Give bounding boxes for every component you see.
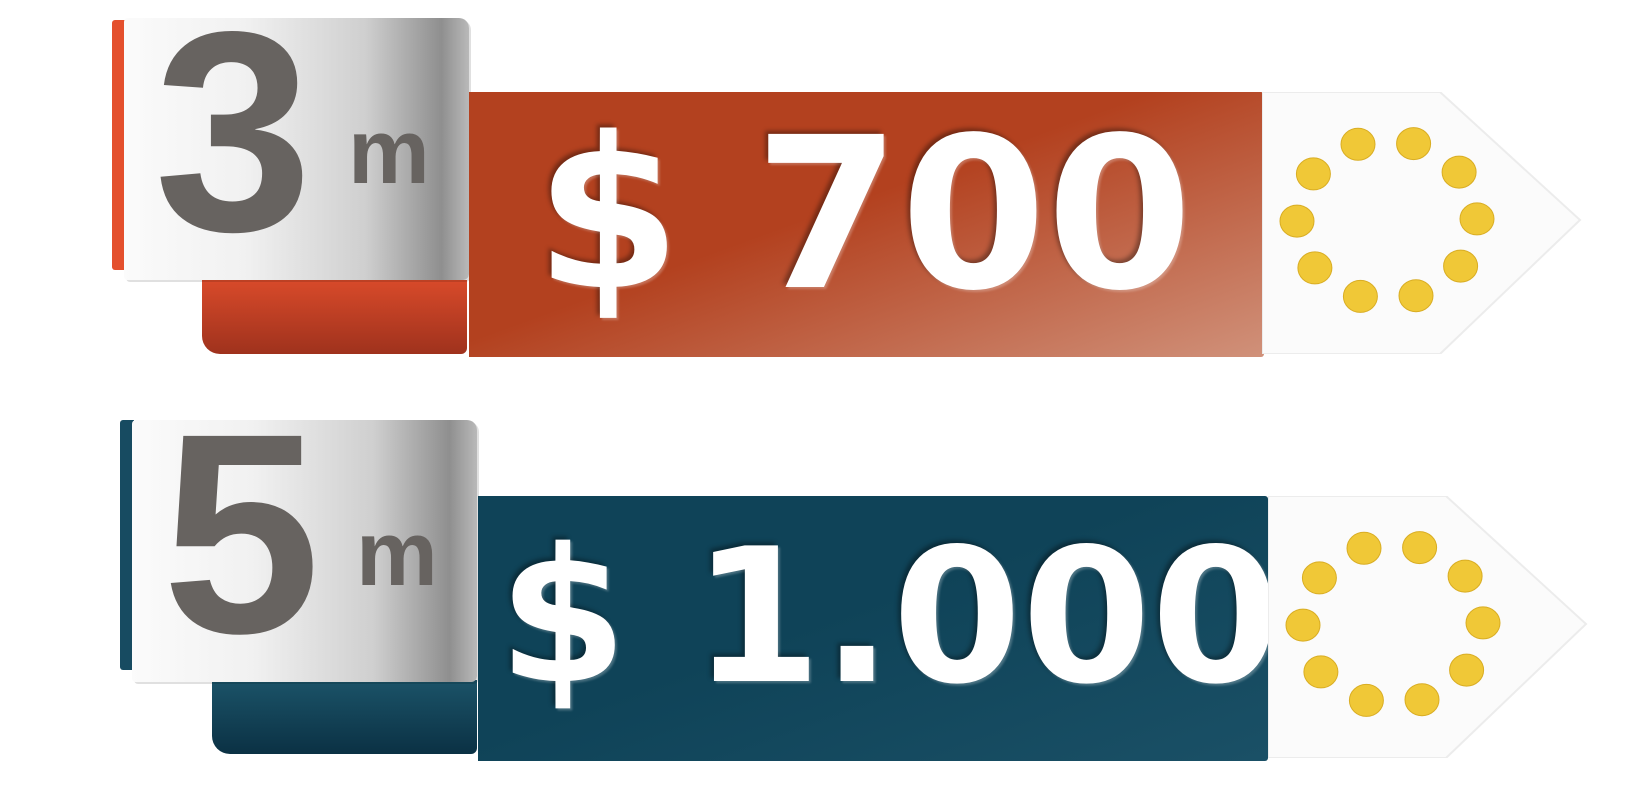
yellow-dot xyxy=(1301,561,1337,595)
price-bar: $ 700 xyxy=(469,92,1264,357)
yellow-dot xyxy=(1285,608,1321,642)
tag-base-slab xyxy=(202,280,467,354)
size-unit: m xyxy=(356,503,438,605)
size-number: 5 xyxy=(162,420,320,682)
yellow-dot xyxy=(1404,683,1440,717)
tag-base-slab xyxy=(212,680,477,754)
yellow-dot xyxy=(1342,279,1378,313)
size-tag: 3 m xyxy=(124,18,469,280)
price-label: $ 1.000 xyxy=(498,508,1268,725)
yellow-dot xyxy=(1447,559,1483,593)
size-tag: 5 m xyxy=(132,420,477,682)
price-banner-3m: 3 m $ 700 xyxy=(0,0,1652,360)
yellow-dot xyxy=(1340,127,1376,161)
yellow-dot xyxy=(1348,683,1384,717)
yellow-dot xyxy=(1303,655,1339,689)
tag-accent-strip xyxy=(112,20,126,270)
yellow-dot xyxy=(1465,606,1501,640)
yellow-dot xyxy=(1441,155,1477,189)
price-label: $ 700 xyxy=(535,92,1193,337)
yellow-dot xyxy=(1398,279,1434,313)
dotted-arrow-icon xyxy=(1262,92,1602,354)
yellow-dot xyxy=(1449,653,1485,687)
arrow-shape xyxy=(1268,496,1588,758)
dotted-arrow-icon xyxy=(1268,496,1608,758)
size-unit: m xyxy=(348,101,430,203)
arrow-shape xyxy=(1262,92,1582,354)
yellow-dot xyxy=(1443,249,1479,283)
yellow-dot xyxy=(1396,127,1432,161)
yellow-dot xyxy=(1295,157,1331,191)
price-banner-5m: 5 m $ 1.000 xyxy=(0,400,1652,761)
yellow-dot xyxy=(1279,204,1315,238)
tag-accent-strip xyxy=(120,420,134,670)
yellow-dot xyxy=(1346,531,1382,565)
yellow-dot xyxy=(1402,531,1438,565)
size-number: 3 xyxy=(154,18,312,280)
price-bar: $ 1.000 xyxy=(478,496,1268,761)
yellow-dot xyxy=(1297,251,1333,285)
yellow-dot xyxy=(1459,202,1495,236)
